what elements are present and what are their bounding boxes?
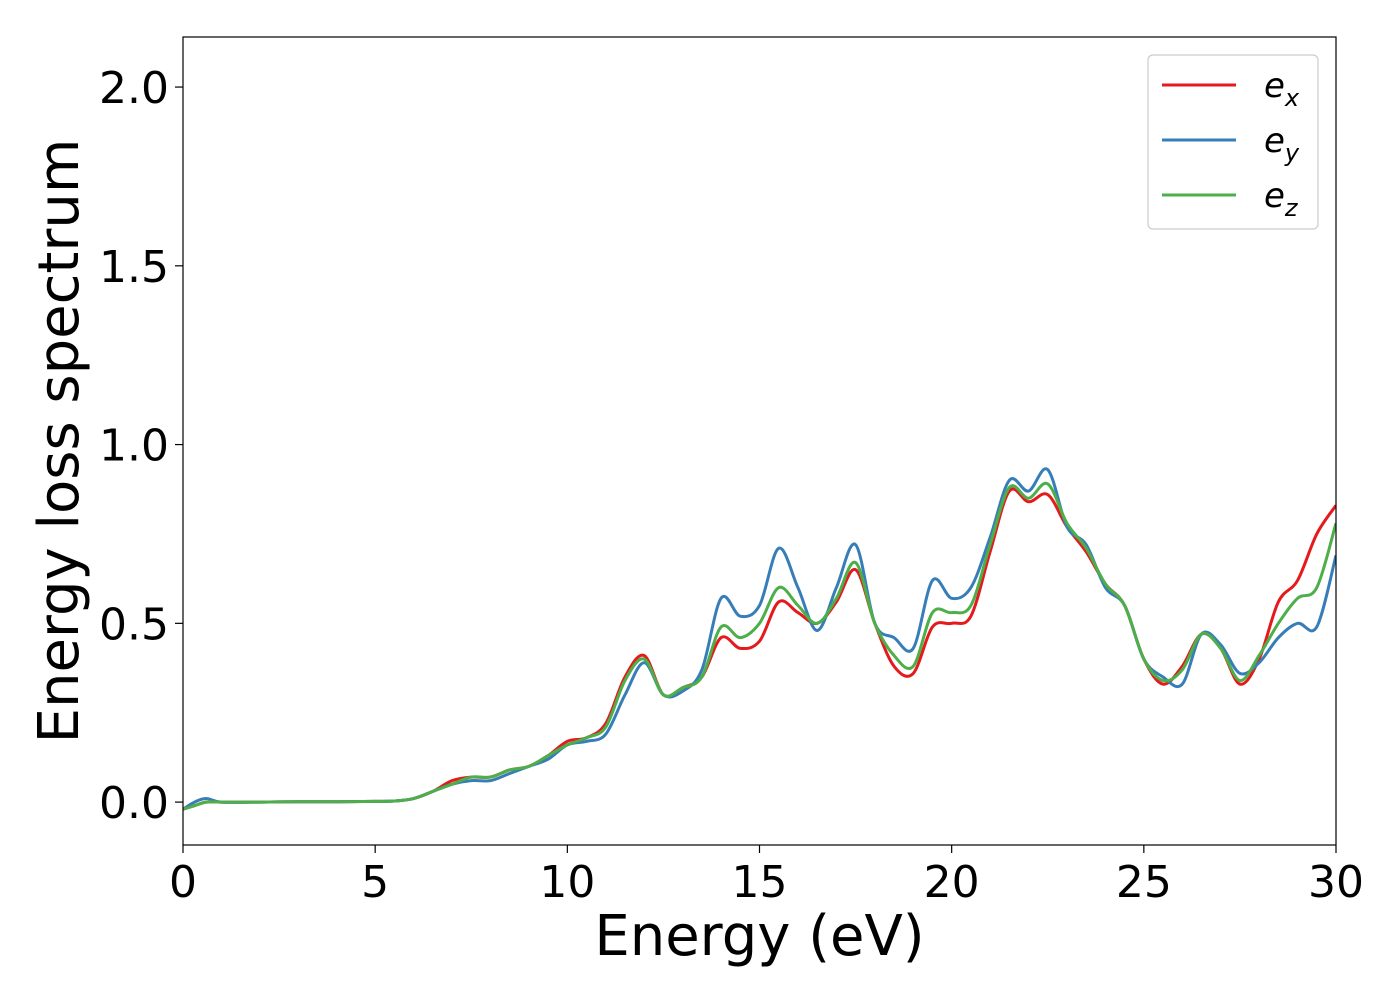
series-line-z	[183, 481, 1336, 811]
legend-label-subscript: z	[1284, 194, 1299, 222]
axes: 0 5 10 15 20 25 30 0.0 0.5 1.0 1.5 2.0	[99, 36, 1364, 908]
plot-area	[183, 467, 1336, 811]
y-tick-label: 2.0	[99, 63, 169, 114]
legend-label-base: e	[1264, 66, 1285, 106]
x-tick-label: 25	[1116, 857, 1172, 908]
y-axis-title: Energy loss spectrum	[27, 139, 92, 744]
x-tick-label: 15	[732, 857, 788, 908]
legend-label-subscript: x	[1284, 84, 1300, 112]
legend-label-base: e	[1264, 121, 1285, 161]
legend-label-base: e	[1264, 176, 1285, 216]
legend-label-y: ey	[1264, 121, 1300, 167]
x-tick-label: 10	[539, 857, 595, 908]
series-line-x	[183, 487, 1336, 811]
x-tick-label: 0	[169, 857, 197, 908]
x-tick-label: 20	[924, 857, 980, 908]
x-tick-label: 30	[1308, 857, 1364, 908]
legend-label-x: ex	[1264, 66, 1300, 112]
x-axis-title: Energy (eV)	[594, 904, 924, 969]
y-tick-label: 1.0	[99, 421, 169, 472]
y-tick-label: 1.5	[99, 242, 169, 293]
legend-label-subscript: y	[1284, 139, 1300, 167]
y-tick-label: 0.5	[99, 599, 169, 650]
legend-label-z: ez	[1264, 176, 1299, 222]
x-tick-label: 5	[361, 857, 389, 908]
y-tick-label: 0.0	[99, 778, 169, 829]
legend-box	[1147, 54, 1319, 230]
